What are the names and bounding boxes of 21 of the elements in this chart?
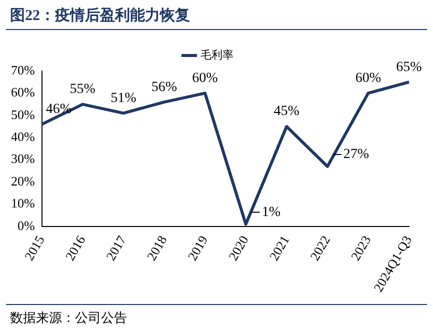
data-label: 45% — [274, 104, 300, 120]
y-tick-label: 20% — [10, 173, 35, 188]
y-tick-label: 30% — [10, 151, 35, 166]
data-label: 46% — [46, 102, 72, 117]
data-label: 60% — [192, 70, 218, 86]
y-tick-label: 10% — [10, 196, 35, 211]
chart-title: 图22：疫情后盈利能力恢复 — [9, 6, 191, 26]
data-label: 65% — [396, 60, 422, 75]
data-label: 1% — [262, 204, 281, 220]
data-label: 55% — [70, 82, 96, 97]
y-tick-label: 60% — [10, 84, 35, 100]
y-tick-label: 50% — [10, 106, 35, 122]
y-tick-label: 0% — [17, 218, 35, 233]
data-label: 56% — [151, 80, 178, 95]
data-label: 51% — [110, 90, 137, 106]
y-tick-label: 70% — [10, 62, 35, 78]
y-tick-label: 40% — [10, 129, 35, 144]
data-label: 27% — [343, 147, 370, 162]
source-note: 数据来源：公司公告 — [9, 309, 128, 327]
legend-label: 毛利率 — [200, 48, 234, 62]
data-label: 60% — [355, 70, 382, 86]
